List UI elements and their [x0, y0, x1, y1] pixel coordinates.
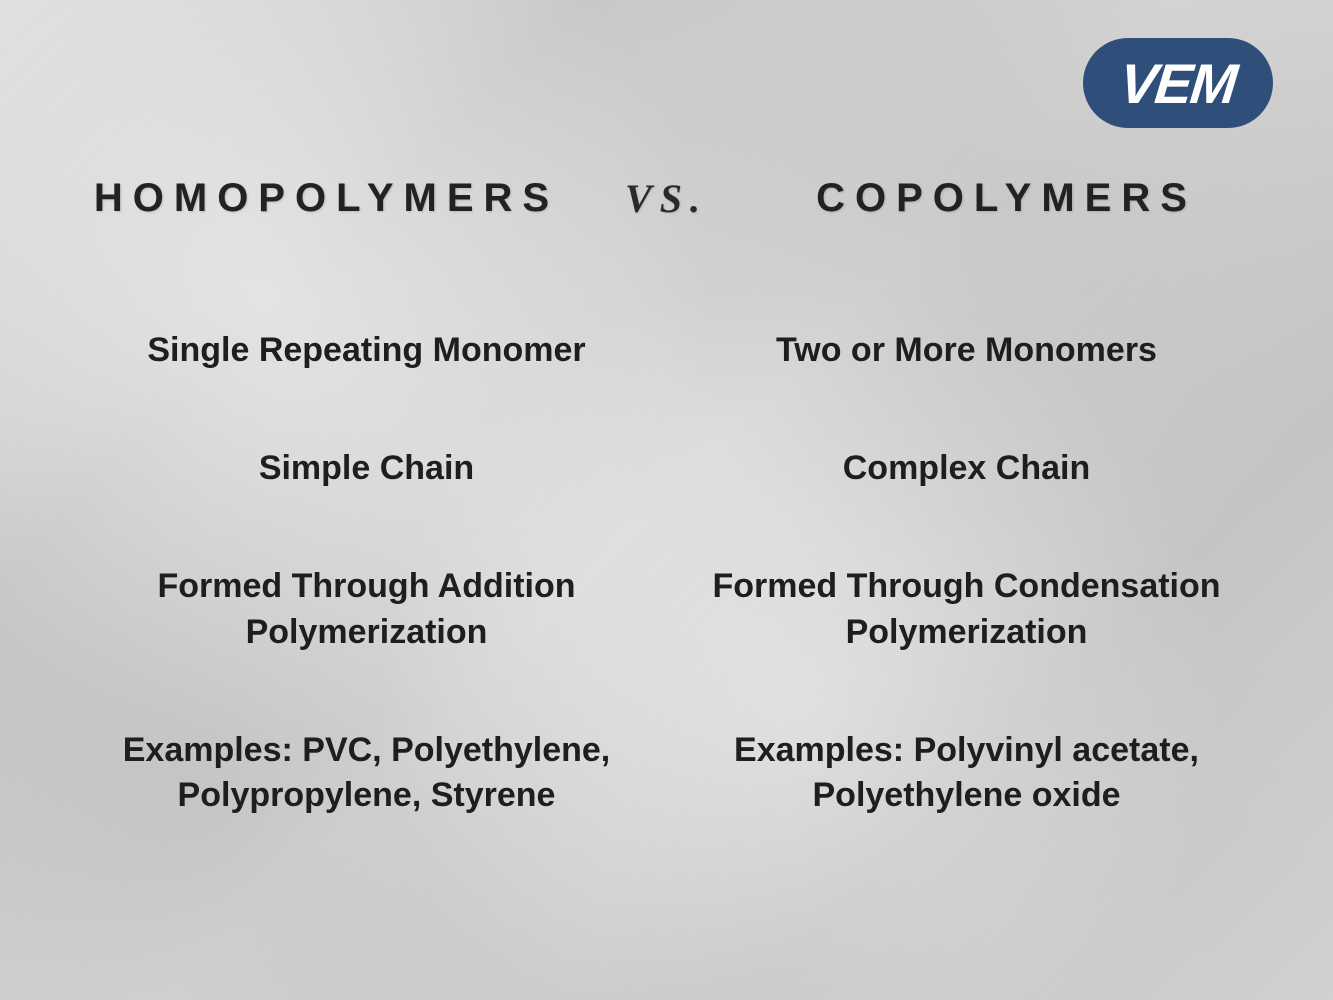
column-homopolymers: Single Repeating Monomer Simple Chain Fo… — [67, 300, 667, 940]
title-copolymers: COPOLYMERS — [727, 176, 1287, 221]
brand-logo-pill: VEM — [1083, 38, 1273, 128]
homopolymers-point: Formed Through Addition Polymerization — [87, 564, 647, 656]
column-copolymers: Two or More Monomers Complex Chain Forme… — [667, 300, 1267, 940]
copolymers-point: Examples: Polyvinyl acetate, Polyethylen… — [687, 728, 1247, 820]
copolymers-point: Formed Through Condensation Polymerizati… — [687, 564, 1247, 656]
homopolymers-point: Examples: PVC, Polyethylene, Polypropyle… — [87, 728, 647, 820]
homopolymers-point: Single Repeating Monomer — [147, 328, 585, 374]
comparison-header: HOMOPOLYMERS VS. COPOLYMERS — [0, 175, 1333, 222]
comparison-columns: Single Repeating Monomer Simple Chain Fo… — [0, 300, 1333, 940]
title-homopolymers: HOMOPOLYMERS — [47, 176, 607, 221]
copolymers-point: Two or More Monomers — [776, 328, 1157, 374]
title-vs: VS. — [607, 175, 727, 222]
homopolymers-point: Simple Chain — [259, 446, 474, 492]
brand-logo-text: VEM — [1117, 51, 1239, 116]
copolymers-point: Complex Chain — [843, 446, 1090, 492]
brand-logo: VEM — [1083, 38, 1273, 128]
